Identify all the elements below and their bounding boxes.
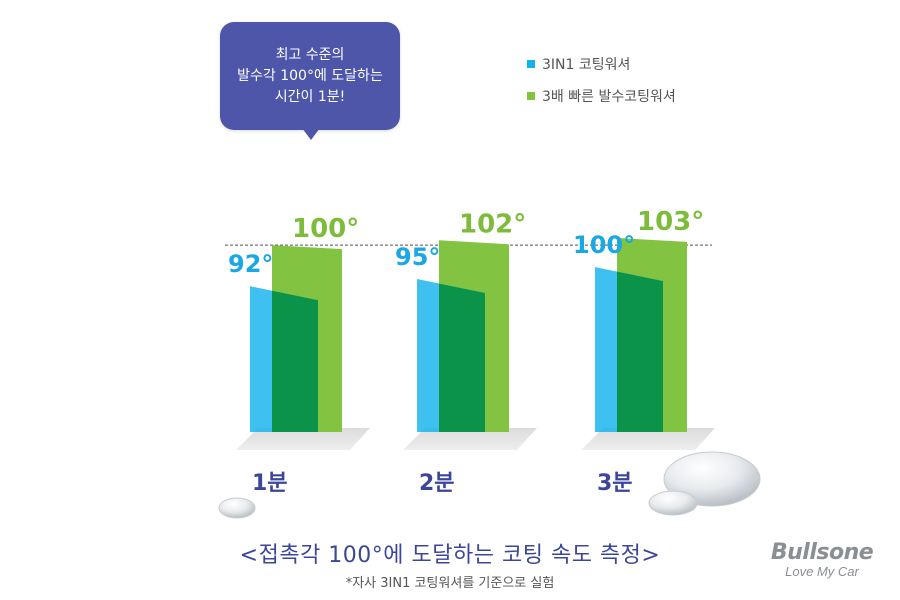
- water-drop-large: [663, 451, 761, 507]
- floor-shadow-2: [403, 428, 537, 450]
- callout-line-2: 발수각 100°에 도달하는: [237, 67, 383, 84]
- brand-name: Bullsone: [770, 540, 874, 565]
- water-drop-small: [218, 497, 256, 519]
- legend-swatch-green: [527, 92, 535, 100]
- chart-title: <접촉각 100°에 도달하는 코팅 속도 측정>: [239, 543, 661, 568]
- category-label-1: 1분: [252, 471, 288, 496]
- value-label-3in1-3: 100°: [573, 231, 635, 259]
- callout-line-3: 시간이 1분!: [274, 88, 346, 105]
- category-label-3: 3분: [597, 471, 633, 496]
- callout-line-1: 최고 수준의: [275, 46, 345, 63]
- chart-note: *자사 3IN1 코팅워셔를 기준으로 실험: [345, 576, 555, 591]
- legend: 3IN1 코팅워셔 3배 빠른 발수코팅워셔: [527, 48, 676, 112]
- legend-label-fast: 3배 빠른 발수코팅워셔: [542, 89, 676, 105]
- category-label-2: 2분: [419, 471, 455, 496]
- legend-swatch-blue: [527, 60, 535, 68]
- value-label-3in1-1: 92°: [228, 250, 273, 278]
- water-drop-medium: [648, 490, 698, 516]
- bar-overlap-2: [439, 283, 485, 432]
- value-label-fast-2: 102°: [459, 209, 526, 239]
- legend-label-3in1: 3IN1 코팅워셔: [542, 57, 631, 73]
- callout-bubble: 최고 수준의 발수각 100°에 도달하는 시간이 1분!: [220, 22, 400, 130]
- bar-overlap-1: [272, 290, 318, 432]
- brand-tagline: Love My Car: [785, 564, 859, 579]
- value-label-fast-3: 103°: [637, 207, 704, 237]
- bar-overlap-3: [617, 271, 663, 432]
- brand-logo: Bullsone Love My Car: [762, 540, 882, 579]
- floor-shadow-1: [236, 428, 370, 450]
- legend-item-3in1: 3IN1 코팅워셔: [527, 48, 676, 80]
- callout-tail: [302, 128, 320, 140]
- floor-shadow-3: [581, 428, 715, 450]
- legend-item-fast: 3배 빠른 발수코팅워셔: [527, 80, 676, 112]
- value-label-fast-1: 100°: [292, 214, 359, 244]
- value-label-3in1-2: 95°: [395, 243, 440, 271]
